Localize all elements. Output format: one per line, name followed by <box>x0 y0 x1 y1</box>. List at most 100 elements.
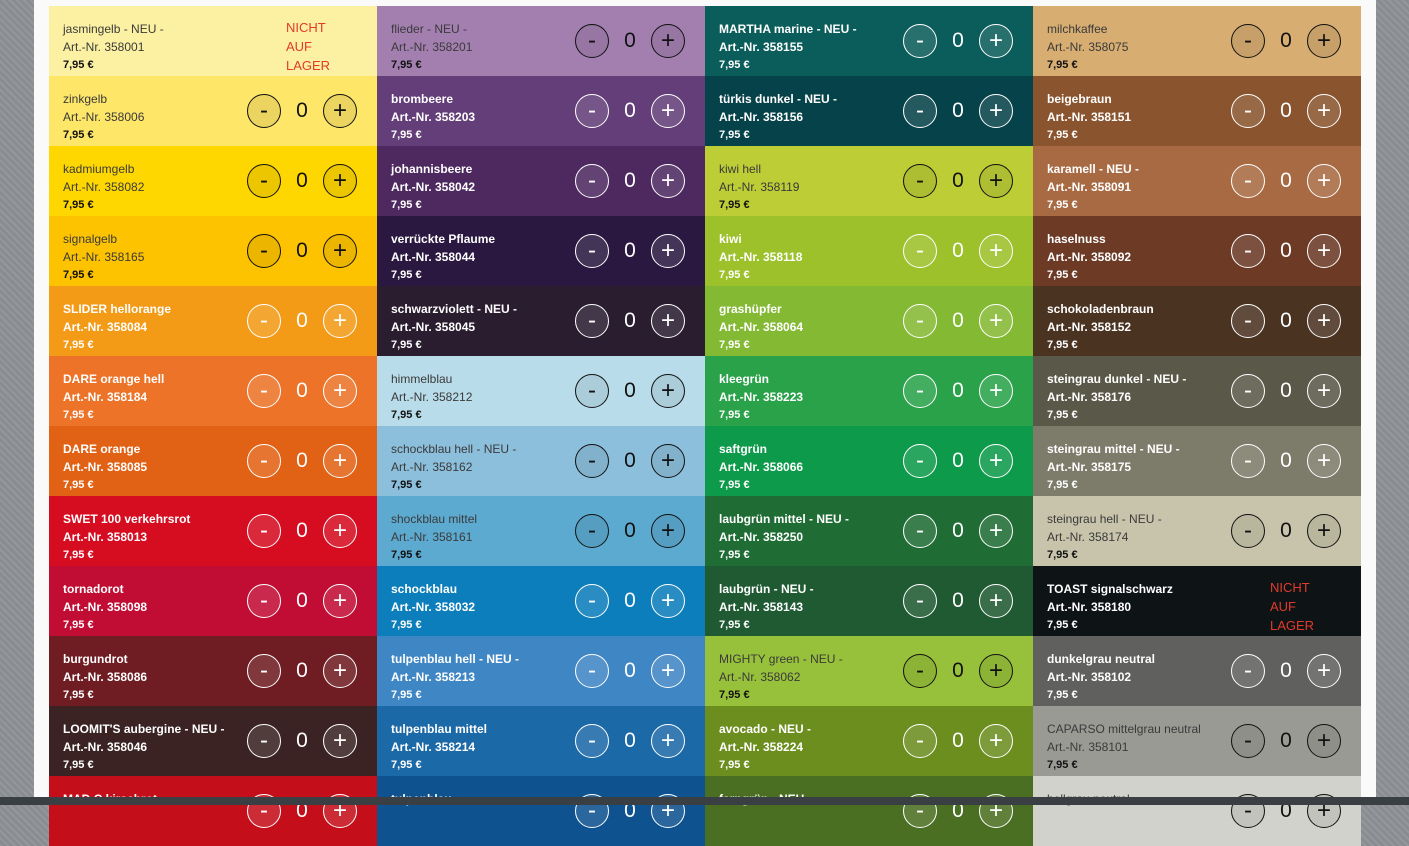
plus-button[interactable]: + <box>323 444 357 478</box>
quantity-value[interactable]: 0 <box>952 239 964 262</box>
minus-button[interactable]: - <box>1231 234 1265 268</box>
plus-button[interactable]: + <box>323 724 357 758</box>
quantity-value[interactable]: 0 <box>952 659 964 682</box>
minus-button[interactable]: - <box>575 654 609 688</box>
quantity-value[interactable]: 0 <box>296 169 308 192</box>
minus-button[interactable]: - <box>247 584 281 618</box>
quantity-value[interactable]: 0 <box>296 449 308 472</box>
minus-button[interactable]: - <box>903 304 937 338</box>
plus-button[interactable]: + <box>979 234 1013 268</box>
minus-button[interactable]: - <box>575 584 609 618</box>
minus-button[interactable]: - <box>903 94 937 128</box>
plus-button[interactable]: + <box>979 304 1013 338</box>
minus-button[interactable]: - <box>575 94 609 128</box>
plus-button[interactable]: + <box>1307 94 1341 128</box>
plus-button[interactable]: + <box>651 584 685 618</box>
minus-button[interactable]: - <box>1231 164 1265 198</box>
plus-button[interactable]: + <box>651 514 685 548</box>
quantity-value[interactable]: 0 <box>1280 309 1292 332</box>
minus-button[interactable]: - <box>903 374 937 408</box>
plus-button[interactable]: + <box>651 94 685 128</box>
minus-button[interactable]: - <box>1231 654 1265 688</box>
minus-button[interactable]: - <box>1231 94 1265 128</box>
plus-button[interactable]: + <box>1307 654 1341 688</box>
quantity-value[interactable]: 0 <box>952 449 964 472</box>
minus-button[interactable]: - <box>575 724 609 758</box>
plus-button[interactable]: + <box>1307 444 1341 478</box>
plus-button[interactable]: + <box>323 654 357 688</box>
quantity-value[interactable]: 0 <box>1280 99 1292 122</box>
quantity-value[interactable]: 0 <box>624 519 636 542</box>
quantity-value[interactable]: 0 <box>296 379 308 402</box>
quantity-value[interactable]: 0 <box>624 659 636 682</box>
plus-button[interactable]: + <box>979 24 1013 58</box>
quantity-value[interactable]: 0 <box>952 99 964 122</box>
minus-button[interactable]: - <box>247 654 281 688</box>
quantity-value[interactable]: 0 <box>952 589 964 612</box>
plus-button[interactable]: + <box>323 234 357 268</box>
quantity-value[interactable]: 0 <box>1280 169 1292 192</box>
plus-button[interactable]: + <box>979 444 1013 478</box>
plus-button[interactable]: + <box>979 164 1013 198</box>
minus-button[interactable]: - <box>247 304 281 338</box>
plus-button[interactable]: + <box>323 94 357 128</box>
plus-button[interactable]: + <box>1307 514 1341 548</box>
plus-button[interactable]: + <box>979 724 1013 758</box>
minus-button[interactable]: - <box>575 164 609 198</box>
plus-button[interactable]: + <box>323 514 357 548</box>
quantity-value[interactable]: 0 <box>952 729 964 752</box>
plus-button[interactable]: + <box>323 304 357 338</box>
minus-button[interactable]: - <box>1231 724 1265 758</box>
quantity-value[interactable]: 0 <box>296 99 308 122</box>
quantity-value[interactable]: 0 <box>952 169 964 192</box>
minus-button[interactable]: - <box>1231 444 1265 478</box>
minus-button[interactable]: - <box>903 444 937 478</box>
minus-button[interactable]: - <box>247 724 281 758</box>
plus-button[interactable]: + <box>979 584 1013 618</box>
plus-button[interactable]: + <box>979 654 1013 688</box>
minus-button[interactable]: - <box>575 374 609 408</box>
plus-button[interactable]: + <box>1307 304 1341 338</box>
plus-button[interactable]: + <box>1307 724 1341 758</box>
minus-button[interactable]: - <box>247 164 281 198</box>
quantity-value[interactable]: 0 <box>296 309 308 332</box>
minus-button[interactable]: - <box>247 234 281 268</box>
minus-button[interactable]: - <box>575 234 609 268</box>
minus-button[interactable]: - <box>1231 304 1265 338</box>
quantity-value[interactable]: 0 <box>952 309 964 332</box>
plus-button[interactable]: + <box>1307 234 1341 268</box>
plus-button[interactable]: + <box>323 374 357 408</box>
minus-button[interactable]: - <box>575 24 609 58</box>
quantity-value[interactable]: 0 <box>296 589 308 612</box>
plus-button[interactable]: + <box>651 654 685 688</box>
minus-button[interactable]: - <box>575 304 609 338</box>
plus-button[interactable]: + <box>1307 24 1341 58</box>
quantity-value[interactable]: 0 <box>1280 449 1292 472</box>
quantity-value[interactable]: 0 <box>952 29 964 52</box>
quantity-value[interactable]: 0 <box>624 729 636 752</box>
minus-button[interactable]: - <box>903 514 937 548</box>
minus-button[interactable]: - <box>903 654 937 688</box>
minus-button[interactable]: - <box>903 164 937 198</box>
plus-button[interactable]: + <box>651 374 685 408</box>
quantity-value[interactable]: 0 <box>624 29 636 52</box>
plus-button[interactable]: + <box>651 234 685 268</box>
quantity-value[interactable]: 0 <box>1280 659 1292 682</box>
quantity-value[interactable]: 0 <box>624 379 636 402</box>
minus-button[interactable]: - <box>247 444 281 478</box>
plus-button[interactable]: + <box>651 164 685 198</box>
minus-button[interactable]: - <box>575 514 609 548</box>
minus-button[interactable]: - <box>247 374 281 408</box>
minus-button[interactable]: - <box>247 514 281 548</box>
quantity-value[interactable]: 0 <box>624 449 636 472</box>
quantity-value[interactable]: 0 <box>296 659 308 682</box>
minus-button[interactable]: - <box>1231 514 1265 548</box>
quantity-value[interactable]: 0 <box>1280 729 1292 752</box>
plus-button[interactable]: + <box>979 94 1013 128</box>
minus-button[interactable]: - <box>903 24 937 58</box>
quantity-value[interactable]: 0 <box>624 169 636 192</box>
minus-button[interactable]: - <box>903 724 937 758</box>
plus-button[interactable]: + <box>651 304 685 338</box>
plus-button[interactable]: + <box>1307 164 1341 198</box>
quantity-value[interactable]: 0 <box>296 239 308 262</box>
